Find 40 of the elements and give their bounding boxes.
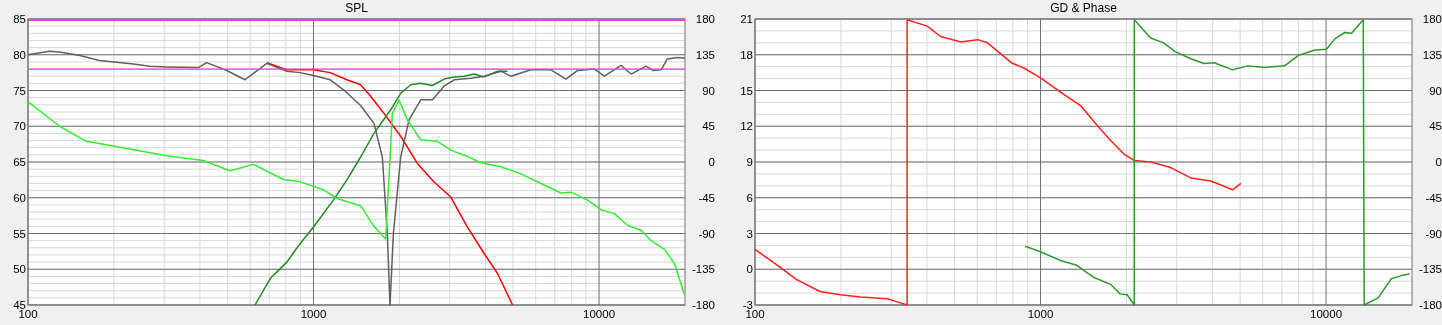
y-tick-label: 12 bbox=[740, 120, 753, 133]
x-tick-label: 1000 bbox=[300, 308, 327, 320]
y-tick-label: 6 bbox=[746, 191, 753, 204]
y-tick-label: 50 bbox=[13, 263, 26, 276]
x-tick-label: 10000 bbox=[583, 308, 616, 320]
y2-tick-label: -90 bbox=[1425, 227, 1442, 240]
x-tick-label: 10000 bbox=[1310, 308, 1343, 320]
y2-tick-label: -45 bbox=[698, 191, 715, 204]
y2-tick-label: -180 bbox=[691, 299, 715, 311]
y2-tick-label: 0 bbox=[708, 156, 715, 168]
y2-tick-label: -135 bbox=[1418, 263, 1442, 276]
y-tick-label: 85 bbox=[13, 13, 26, 25]
y-tick-label: 21 bbox=[740, 13, 753, 25]
y2-tick-label: -135 bbox=[691, 263, 715, 276]
chart-title: GD & Phase bbox=[1050, 1, 1118, 15]
y-tick-label: 9 bbox=[746, 156, 753, 168]
y2-tick-label: 45 bbox=[702, 120, 715, 133]
y-tick-label: 65 bbox=[13, 156, 26, 168]
chart-title: SPL bbox=[345, 1, 369, 15]
y-tick-label: 70 bbox=[13, 120, 26, 133]
y-tick-label: 75 bbox=[13, 84, 26, 97]
y2-tick-label: -45 bbox=[1425, 191, 1442, 204]
y-tick-label: 3 bbox=[746, 227, 753, 240]
y2-tick-label: 180 bbox=[1422, 13, 1442, 25]
y2-tick-label: 180 bbox=[695, 13, 715, 25]
y2-tick-label: -180 bbox=[1418, 299, 1442, 311]
y-tick-label: 15 bbox=[740, 84, 753, 97]
y-tick-label: 18 bbox=[740, 48, 753, 61]
y-tick-label: 60 bbox=[13, 191, 26, 204]
y2-tick-label: 90 bbox=[702, 84, 715, 97]
x-tick-label: 1000 bbox=[1027, 308, 1054, 320]
y-tick-label: 55 bbox=[13, 227, 26, 240]
y2-tick-label: 135 bbox=[695, 48, 715, 61]
y2-tick-label: 45 bbox=[1429, 120, 1442, 133]
y-tick-label: 80 bbox=[13, 48, 26, 61]
y-tick-label: 0 bbox=[746, 263, 753, 276]
y2-tick-label: -90 bbox=[698, 227, 715, 240]
y2-tick-label: 135 bbox=[1422, 48, 1442, 61]
y2-tick-label: 90 bbox=[1429, 84, 1442, 97]
y2-tick-label: 0 bbox=[1435, 156, 1442, 168]
